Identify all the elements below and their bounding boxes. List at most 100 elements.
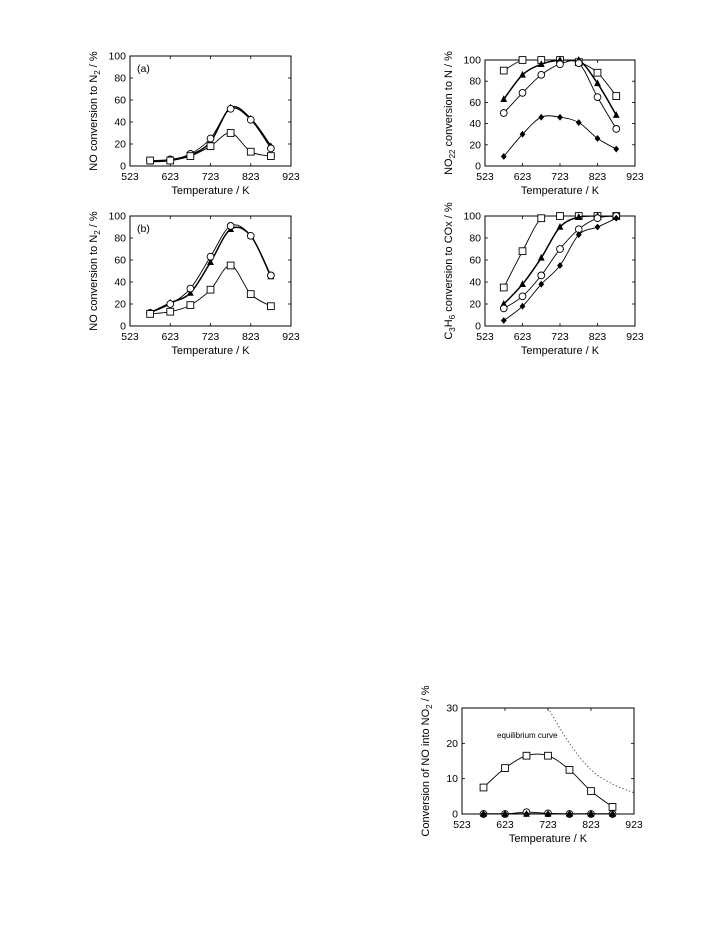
y-tick-label: 30 [446, 703, 458, 715]
y-tick-label: 0 [120, 321, 126, 333]
x-tick-label: 523 [121, 331, 139, 343]
y-tick-label: 60 [114, 95, 126, 107]
x-tick-label: 923 [625, 819, 643, 831]
series-triangle-a [146, 103, 275, 165]
y-axis-label: NO conversion to N2 / % [88, 51, 102, 171]
square-point [186, 301, 195, 309]
diamond-point [594, 135, 601, 142]
square-point [587, 787, 595, 795]
y-tick-label: 20 [469, 139, 481, 151]
x-tick-label: 523 [453, 819, 471, 831]
circle-point [226, 104, 235, 113]
diamond-point [613, 214, 620, 222]
diamond-point [519, 302, 526, 310]
x-tick-label: 823 [589, 331, 607, 343]
square-point [246, 290, 255, 298]
y-tick-label: 100 [463, 55, 481, 67]
y-tick-label: 40 [114, 277, 126, 289]
series-line [547, 708, 634, 794]
plot-frame [484, 215, 636, 327]
x-tick-label: 723 [202, 171, 220, 183]
y-tick-label: 0 [475, 161, 481, 173]
square-point [565, 765, 574, 774]
triangle-point [500, 95, 508, 103]
square-point [518, 247, 527, 256]
y-tick-label: 80 [114, 73, 126, 85]
x-tick-label: 823 [582, 819, 600, 831]
y-tick-label: 100 [463, 211, 481, 223]
circle-point [246, 115, 255, 124]
circle-point [518, 89, 527, 97]
x-axis-label: Temperature / K [521, 185, 600, 197]
square-point [593, 68, 602, 77]
circle-point [206, 252, 215, 261]
diamond-point [523, 810, 530, 818]
diamond-point [594, 223, 601, 231]
y-tick-label: 20 [114, 139, 126, 151]
circle-point [593, 214, 602, 223]
diamond-point [480, 810, 487, 818]
square-point [206, 142, 215, 151]
x-tick-label: 823 [242, 171, 260, 183]
series-square-a [146, 129, 275, 165]
square-point [166, 307, 175, 316]
y-tick-label: 80 [469, 76, 481, 88]
series-line [483, 753, 613, 808]
diamond-point [557, 113, 563, 121]
series-triangle-b [146, 225, 275, 316]
circle-point [499, 109, 508, 117]
square-point [608, 803, 617, 811]
y-tick-label: 40 [469, 118, 481, 130]
y-tick-label: 100 [108, 51, 126, 63]
triangle-point [575, 213, 583, 220]
triangle-point [594, 79, 601, 87]
triangle-point [519, 70, 526, 78]
circle-point [166, 300, 175, 308]
circle-point [593, 93, 602, 101]
x-tick-label: 723 [551, 171, 569, 183]
diamond-point [538, 113, 545, 121]
series-diamond-d [500, 214, 620, 324]
x-axis-label: Temperature / K [171, 185, 250, 197]
diamond-point [545, 810, 551, 818]
y-tick-label: 40 [114, 117, 126, 129]
series-circle-b [146, 222, 275, 317]
diamond-point [500, 153, 507, 160]
triangle-point [207, 258, 214, 265]
x-tick-label: 823 [589, 171, 607, 183]
diamond-point [609, 810, 616, 818]
circle-point [246, 231, 255, 240]
chart-panel-d: 523 623 723 823 923 0 20 40 60 80 100 Temperature /… [443, 202, 644, 357]
x-tick-label: 623 [496, 819, 514, 831]
diamond-point [502, 810, 508, 818]
series-line [149, 226, 272, 314]
circle-point [612, 125, 621, 133]
series-dotted-e [547, 708, 634, 794]
x-tick-label: 523 [476, 171, 494, 183]
diamond-point [538, 280, 545, 288]
y-axis-label: C3H6 conversion to COx / % [443, 202, 457, 340]
chart-panel-e: 523 623 723 823 923 0 10 20 30 Temperature / K Con… [420, 685, 643, 845]
circle-point [267, 144, 275, 153]
series-diamond-e [480, 810, 616, 818]
x-tick-label: 523 [121, 171, 139, 183]
square-point [499, 283, 508, 292]
x-tick-label: 623 [514, 331, 532, 343]
y-axis-label: NO conversion to N2 / % [88, 211, 102, 331]
circle-point [186, 284, 195, 293]
circle-point [537, 271, 546, 280]
circle-point [226, 222, 235, 230]
circle-point [574, 59, 583, 68]
x-tick-label: 623 [514, 171, 532, 183]
x-axis-label: Temperature / K [171, 345, 250, 357]
triangle-point [519, 280, 526, 287]
triangle-point [612, 111, 620, 118]
y-tick-label: 60 [469, 255, 481, 267]
series-line [503, 115, 617, 157]
y-tick-label: 10 [446, 773, 458, 785]
square-point [501, 764, 509, 772]
x-axis-label: Temperature / K [521, 345, 600, 357]
panel-label: (a) [137, 63, 150, 75]
triangle-point [537, 60, 545, 68]
y-axis-label: NO22 conversion to N / % [443, 51, 457, 175]
